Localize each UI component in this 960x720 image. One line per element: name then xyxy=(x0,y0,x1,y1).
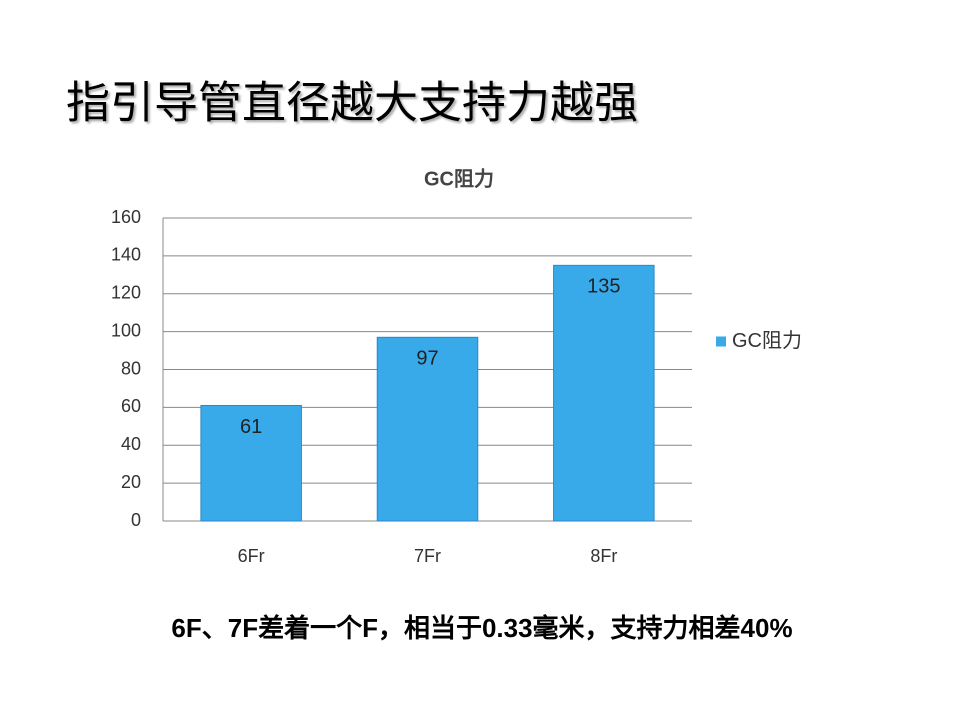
slide-title: 指引导管直径越大支持力越强 xyxy=(66,79,638,128)
bar xyxy=(553,264,655,522)
y-tick-label: 100 xyxy=(111,320,141,340)
x-tick-label: 7Fr xyxy=(414,546,441,566)
y-tick-label: 120 xyxy=(111,283,141,303)
bar xyxy=(200,404,302,522)
x-tick-label: 6Fr xyxy=(238,546,265,566)
y-tick-label: 80 xyxy=(121,358,141,378)
y-tick-label: 140 xyxy=(111,245,141,265)
data-label: 135 xyxy=(587,276,620,298)
y-tick-label: 20 xyxy=(121,472,141,492)
y-tick-label: 160 xyxy=(111,207,141,227)
legend-label: GC阻力 xyxy=(732,329,802,352)
y-tick-label: 0 xyxy=(131,510,141,530)
caption: 6F、7F差着一个F，相当于0.33毫米，支持力相差40% xyxy=(171,613,792,643)
x-tick-label: 8Fr xyxy=(590,546,617,566)
y-tick-label: 40 xyxy=(121,434,141,454)
data-label: 61 xyxy=(240,416,262,438)
data-label: 97 xyxy=(416,348,438,370)
legend-swatch xyxy=(716,336,726,347)
y-tick-label: 60 xyxy=(121,396,141,416)
bar xyxy=(376,336,479,522)
chart-title: GC阻力 xyxy=(424,167,494,190)
